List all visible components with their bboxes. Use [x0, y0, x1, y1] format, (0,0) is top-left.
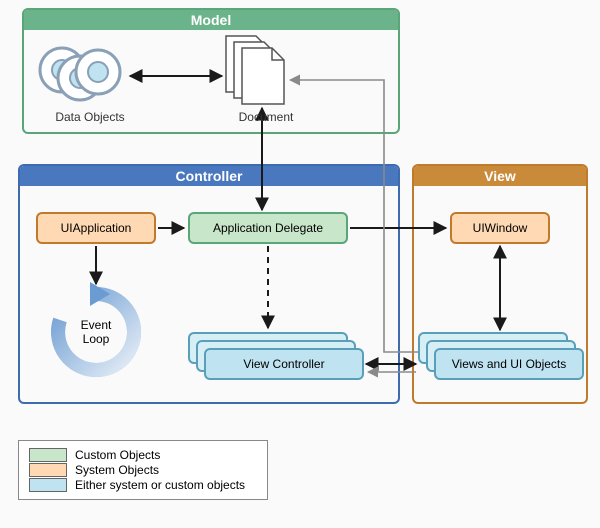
document-label: Document: [226, 110, 306, 124]
event-loop-label: Event Loop: [66, 318, 126, 346]
model-panel-title: Model: [24, 10, 398, 30]
legend-swatch-custom: [29, 448, 67, 462]
ui-application-node: UIApplication: [36, 212, 156, 244]
legend: Custom Objects System Objects Either sys…: [18, 440, 268, 500]
legend-row-either: Either system or custom objects: [29, 478, 257, 492]
legend-label-system: System Objects: [75, 463, 159, 477]
legend-swatch-either: [29, 478, 67, 492]
legend-row-system: System Objects: [29, 463, 257, 477]
views-objects-node: Views and UI Objects: [434, 348, 584, 380]
legend-row-custom: Custom Objects: [29, 448, 257, 462]
legend-label-either: Either system or custom objects: [75, 478, 245, 492]
application-delegate-node: Application Delegate: [188, 212, 348, 244]
data-objects-label: Data Objects: [40, 110, 140, 124]
view-controller-node: View Controller: [204, 348, 364, 380]
view-panel-title: View: [414, 166, 586, 186]
legend-label-custom: Custom Objects: [75, 448, 160, 462]
ui-window-node: UIWindow: [450, 212, 550, 244]
legend-swatch-system: [29, 463, 67, 477]
controller-panel-title: Controller: [20, 166, 398, 186]
